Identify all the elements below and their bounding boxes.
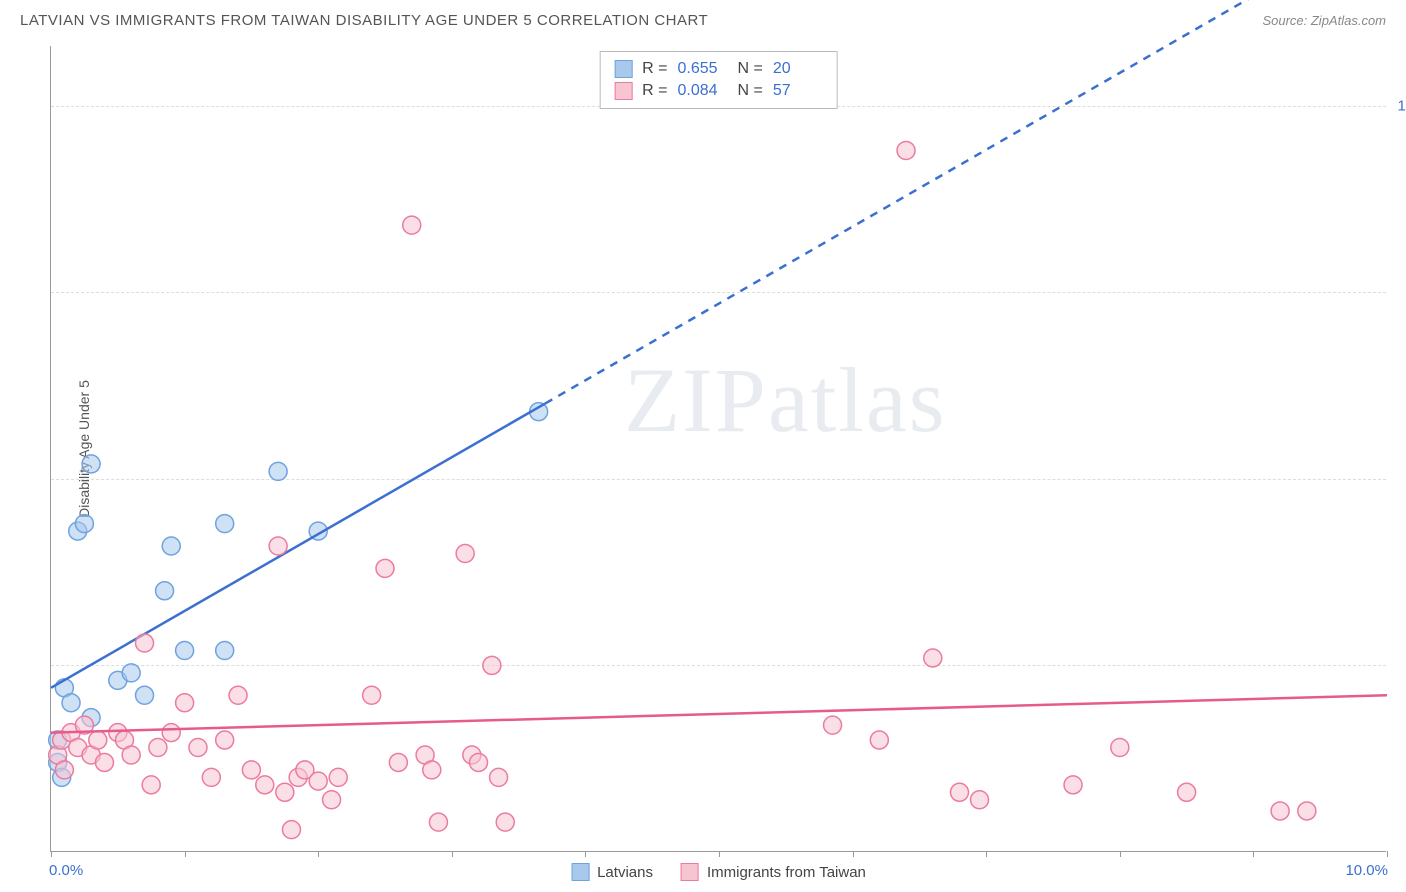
chart-title: LATVIAN VS IMMIGRANTS FROM TAIWAN DISABI… bbox=[20, 12, 708, 29]
data-point bbox=[924, 649, 942, 667]
x-tick bbox=[986, 851, 987, 857]
data-point bbox=[470, 753, 488, 771]
n-value: 57 bbox=[773, 82, 823, 100]
data-point bbox=[1064, 776, 1082, 794]
data-point bbox=[1111, 739, 1129, 757]
data-point bbox=[216, 515, 234, 533]
data-point bbox=[202, 768, 220, 786]
x-tick bbox=[719, 851, 720, 857]
data-point bbox=[162, 724, 180, 742]
data-point bbox=[276, 783, 294, 801]
trend-line bbox=[51, 403, 545, 687]
trend-line bbox=[51, 695, 1387, 732]
data-point bbox=[897, 141, 915, 159]
data-point bbox=[971, 791, 989, 809]
data-point bbox=[176, 694, 194, 712]
legend-swatch bbox=[681, 863, 699, 881]
data-point bbox=[62, 694, 80, 712]
data-point bbox=[309, 772, 327, 790]
data-point bbox=[136, 634, 154, 652]
legend-label: Latvians bbox=[597, 864, 653, 881]
header: LATVIAN VS IMMIGRANTS FROM TAIWAN DISABI… bbox=[0, 0, 1406, 37]
data-point bbox=[95, 753, 113, 771]
data-point bbox=[329, 768, 347, 786]
data-point bbox=[429, 813, 447, 831]
data-point bbox=[403, 216, 421, 234]
source-label: Source: ZipAtlas.com bbox=[1262, 13, 1386, 28]
data-point bbox=[122, 746, 140, 764]
data-point bbox=[176, 642, 194, 660]
data-point bbox=[323, 791, 341, 809]
x-tick bbox=[185, 851, 186, 857]
x-axis-min-label: 0.0% bbox=[49, 862, 83, 879]
data-point bbox=[1271, 802, 1289, 820]
series-legend: Latvians Immigrants from Taiwan bbox=[571, 863, 866, 881]
data-point bbox=[122, 664, 140, 682]
legend-row: R = 0.084 N = 57 bbox=[614, 80, 823, 102]
data-point bbox=[269, 462, 287, 480]
chart-container: ZIPatlas Disability Age Under 5 2.5%5.0%… bbox=[50, 46, 1386, 852]
n-label: N = bbox=[738, 60, 763, 78]
data-point bbox=[82, 455, 100, 473]
data-point bbox=[950, 783, 968, 801]
x-tick bbox=[1253, 851, 1254, 857]
r-value: 0.084 bbox=[678, 82, 728, 100]
data-point bbox=[490, 768, 508, 786]
data-point bbox=[389, 753, 407, 771]
data-point bbox=[189, 739, 207, 757]
data-point bbox=[142, 776, 160, 794]
data-point bbox=[824, 716, 842, 734]
x-axis-max-label: 10.0% bbox=[1345, 862, 1388, 879]
data-point bbox=[89, 731, 107, 749]
data-point bbox=[423, 761, 441, 779]
y-tick-label: 10.0% bbox=[1397, 97, 1406, 114]
n-label: N = bbox=[738, 82, 763, 100]
data-point bbox=[456, 544, 474, 562]
data-point bbox=[363, 686, 381, 704]
legend-swatch bbox=[571, 863, 589, 881]
x-tick bbox=[1387, 851, 1388, 857]
scatter-plot bbox=[51, 46, 1386, 851]
x-tick bbox=[452, 851, 453, 857]
r-label: R = bbox=[642, 82, 667, 100]
data-point bbox=[216, 642, 234, 660]
x-tick bbox=[51, 851, 52, 857]
data-point bbox=[156, 582, 174, 600]
r-label: R = bbox=[642, 60, 667, 78]
x-tick bbox=[1120, 851, 1121, 857]
data-point bbox=[75, 515, 93, 533]
data-point bbox=[229, 686, 247, 704]
legend-item: Immigrants from Taiwan bbox=[681, 863, 866, 881]
data-point bbox=[870, 731, 888, 749]
x-tick bbox=[853, 851, 854, 857]
data-point bbox=[55, 761, 73, 779]
data-point bbox=[282, 821, 300, 839]
legend-swatch bbox=[614, 82, 632, 100]
data-point bbox=[1298, 802, 1316, 820]
data-point bbox=[149, 739, 167, 757]
x-tick bbox=[585, 851, 586, 857]
data-point bbox=[376, 559, 394, 577]
correlation-legend: R = 0.655 N = 20 R = 0.084 N = 57 bbox=[599, 51, 838, 109]
legend-row: R = 0.655 N = 20 bbox=[614, 58, 823, 80]
r-value: 0.655 bbox=[678, 60, 728, 78]
data-point bbox=[483, 656, 501, 674]
legend-label: Immigrants from Taiwan bbox=[707, 864, 866, 881]
n-value: 20 bbox=[773, 60, 823, 78]
plot-area: ZIPatlas Disability Age Under 5 2.5%5.0%… bbox=[50, 46, 1386, 852]
data-point bbox=[256, 776, 274, 794]
data-point bbox=[242, 761, 260, 779]
x-tick bbox=[318, 851, 319, 857]
data-point bbox=[1178, 783, 1196, 801]
data-point bbox=[496, 813, 514, 831]
data-point bbox=[269, 537, 287, 555]
data-point bbox=[136, 686, 154, 704]
legend-swatch bbox=[614, 60, 632, 78]
legend-item: Latvians bbox=[571, 863, 653, 881]
data-point bbox=[162, 537, 180, 555]
data-point bbox=[216, 731, 234, 749]
